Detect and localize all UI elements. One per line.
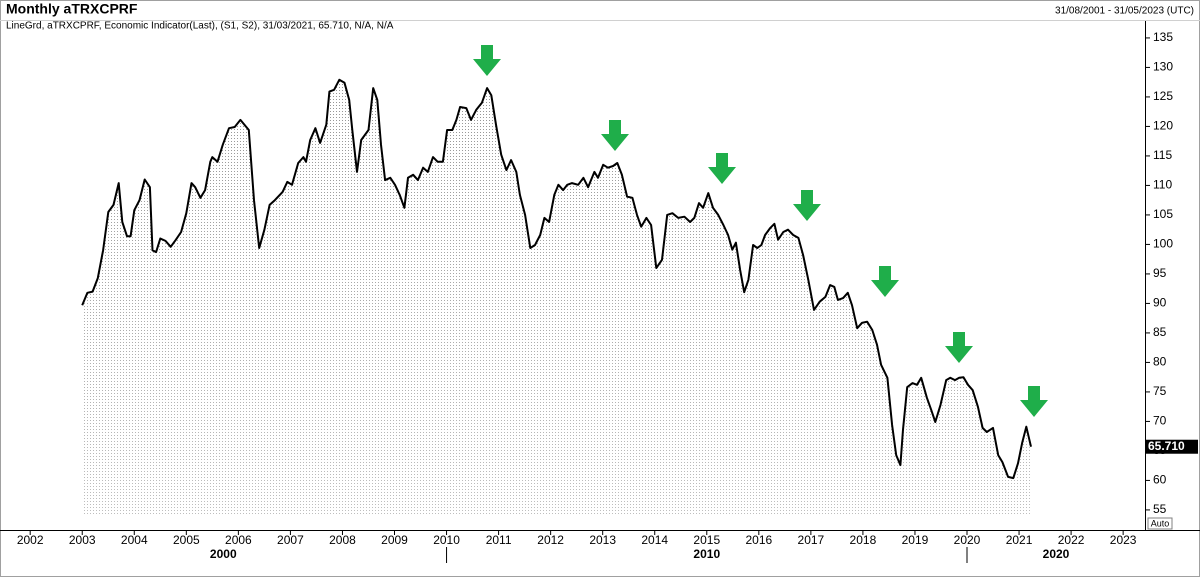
x-tick-label: 2019 xyxy=(902,533,929,547)
annotation-arrows xyxy=(473,45,1048,417)
area xyxy=(82,79,1031,516)
x-tick-label: 2012 xyxy=(537,533,564,547)
x-tick-label: 2008 xyxy=(329,533,356,547)
x-tick-label: 2018 xyxy=(850,533,877,547)
y-tick-label: 105 xyxy=(1153,207,1173,221)
x-tick-label: 2007 xyxy=(277,533,304,547)
x-tick-label: 2002 xyxy=(17,533,44,547)
y-tick-label: 115 xyxy=(1153,148,1172,162)
x-tick-label: 2023 xyxy=(1110,533,1137,547)
decade-label: 2020 xyxy=(1043,547,1070,561)
x-tick-label: 2013 xyxy=(589,533,616,547)
y-tick-label: 95 xyxy=(1153,266,1167,280)
x-tick-label: 2017 xyxy=(798,533,825,547)
y-tick-label: 55 xyxy=(1153,502,1167,516)
y-tick-label: 90 xyxy=(1153,296,1167,310)
last-value-box xyxy=(1146,439,1198,454)
date-range: 31/08/2001 - 31/05/2023 (UTC) xyxy=(1055,6,1194,17)
x-tick-label: 2006 xyxy=(225,533,252,547)
x-tick-label: 2014 xyxy=(641,533,668,547)
y-tick-label: 100 xyxy=(1153,237,1173,251)
plot-area xyxy=(81,78,1032,516)
arrow xyxy=(708,153,736,184)
x-tick-label: 2005 xyxy=(173,533,200,547)
y-tick-label: 130 xyxy=(1153,60,1173,74)
y-tick-label: 120 xyxy=(1153,119,1173,133)
chart-title: Monthly aTRXCPRF xyxy=(6,1,138,17)
y-tick-label: 60 xyxy=(1153,473,1167,487)
arrow xyxy=(793,190,821,221)
x-tick-label: 2020 xyxy=(954,533,981,547)
subtitle: LineGrd, aTRXCPRF, Economic Indicator(La… xyxy=(6,21,394,32)
x-tick-label: 2011 xyxy=(486,533,512,547)
x-tick-label: 2022 xyxy=(1058,533,1085,547)
x-tick-label: 2003 xyxy=(69,533,96,547)
y-tick-label: 70 xyxy=(1153,414,1167,428)
arrow xyxy=(473,45,501,76)
y-tick-label: 125 xyxy=(1153,89,1173,103)
decade-label: 2000 xyxy=(210,547,237,561)
arrow xyxy=(871,266,899,297)
x-tick-label: 2004 xyxy=(121,533,148,547)
x-tick-label: 2021 xyxy=(1006,533,1033,547)
x-tick-label: 2010 xyxy=(433,533,460,547)
x-tick-label: 2016 xyxy=(745,533,772,547)
arrow xyxy=(945,332,973,363)
arrow xyxy=(601,120,629,151)
last-value-label: 65.710 xyxy=(1148,439,1185,453)
x-tick-label: 2015 xyxy=(693,533,720,547)
y-tick-label: 110 xyxy=(1153,178,1172,192)
auto-box[interactable] xyxy=(1147,517,1173,530)
y-tick-label: 75 xyxy=(1153,384,1167,398)
decade-label: 2010 xyxy=(693,547,720,561)
y-tick-label: 80 xyxy=(1153,355,1167,369)
auto-label[interactable]: Auto xyxy=(1151,518,1170,528)
y-tick-label: 135 xyxy=(1153,30,1173,44)
line xyxy=(81,78,1032,480)
y-tick-label: 85 xyxy=(1153,325,1167,339)
x-tick-label: 2009 xyxy=(381,533,408,547)
arrow xyxy=(1020,386,1048,417)
